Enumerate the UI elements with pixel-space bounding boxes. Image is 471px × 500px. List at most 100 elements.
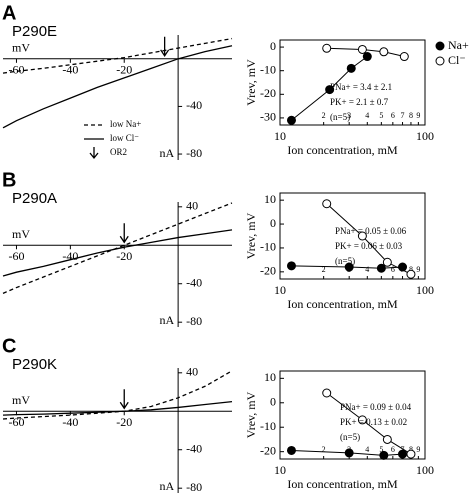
iv-curve	[2, 37, 233, 74]
data-point	[357, 415, 367, 425]
y-axis-label: nA	[159, 313, 174, 327]
y-axis-label: Vrev, mV	[244, 391, 258, 438]
y-tick-label: -20	[260, 443, 276, 457]
panel-title: P290K	[12, 356, 57, 373]
y-tick-label: 40	[186, 199, 198, 213]
x-tick-label: 10	[274, 463, 286, 477]
annotation: PK+ = 2.1 ± 0.7	[330, 97, 389, 107]
x-axis-label: Ion concentration, mM	[287, 143, 398, 157]
legend-label: Cl⁻	[448, 53, 466, 67]
data-point	[382, 257, 392, 267]
x-axis-label: mV	[12, 393, 30, 407]
y-tick-label: -80	[186, 146, 202, 160]
y-tick-label: -10	[260, 419, 276, 433]
data-point	[344, 448, 354, 458]
y-tick-label: 0	[270, 395, 276, 409]
x-axis-label: Ion concentration, mM	[287, 477, 398, 491]
fit-line	[291, 265, 403, 269]
x-tick-label: 3	[347, 111, 351, 120]
y-tick-label: -30	[260, 110, 276, 124]
data-point	[399, 52, 409, 62]
x-tick-label: 100	[416, 463, 434, 477]
x-tick-label: 4	[365, 111, 369, 120]
x-tick-label: 8	[409, 111, 413, 120]
data-point	[322, 43, 332, 53]
y-tick-label: 0	[270, 216, 276, 230]
y-tick-label: 0	[270, 39, 276, 53]
fit-line	[291, 449, 403, 456]
y-tick-label: 40	[186, 365, 198, 379]
y-axis-label: Vrev, mV	[244, 212, 258, 259]
data-point	[357, 231, 367, 241]
x-tick-label: 10	[274, 129, 286, 143]
x-tick-label: 6	[391, 445, 395, 454]
panel-letter: C	[2, 335, 16, 357]
x-tick-label: 9	[416, 265, 420, 274]
reversal-arrow	[119, 389, 129, 410]
x-tick-label: -40	[62, 415, 78, 429]
y-tick-label: 10	[264, 192, 276, 206]
x-tick-label: 100	[416, 283, 434, 297]
y-tick-label: -80	[186, 314, 202, 328]
data-point	[286, 445, 296, 455]
data-point	[376, 263, 386, 273]
data-point	[325, 85, 335, 95]
y-tick-label: -10	[260, 62, 276, 76]
y-tick-label: -40	[186, 275, 202, 289]
data-point	[406, 269, 416, 279]
x-axis-label: mV	[12, 41, 30, 55]
legend-label: low Cl⁻	[110, 133, 139, 143]
data-point	[379, 47, 389, 57]
data-point	[322, 388, 332, 398]
y-tick-label: -40	[186, 441, 202, 455]
legend-marker	[435, 41, 445, 51]
legend-label: low Na+	[110, 119, 141, 129]
y-tick-label: -10	[260, 240, 276, 254]
x-tick-label: -60	[8, 415, 24, 429]
legend-arrow	[89, 147, 99, 160]
annotation: PNa+ = 3.4 ± 2.1	[330, 82, 392, 92]
x-tick-label: 8	[409, 445, 413, 454]
x-tick-label: -60	[8, 63, 24, 77]
x-tick-label: -40	[62, 63, 78, 77]
x-axis-label: mV	[12, 227, 30, 241]
panel-letter: B	[2, 169, 16, 191]
legend-label: OR2	[110, 147, 127, 157]
fit-line	[326, 47, 405, 58]
x-tick-label: 8	[409, 265, 413, 274]
annotation: (n=5)	[340, 432, 360, 442]
x-tick-label: 4	[365, 265, 369, 274]
fit-line	[326, 203, 412, 275]
x-tick-label: -20	[116, 63, 132, 77]
iv-curve	[2, 45, 233, 129]
x-axis-label: Ion concentration, mM	[287, 297, 398, 311]
x-tick-label: -60	[8, 249, 24, 263]
legend-marker	[435, 56, 445, 66]
iv-curve	[2, 401, 233, 416]
data-point	[379, 450, 389, 460]
y-tick-label: -80	[186, 480, 202, 494]
x-tick-label: -40	[62, 249, 78, 263]
y-axis-label: nA	[159, 479, 174, 493]
data-point	[382, 434, 392, 444]
x-tick-label: 9	[416, 445, 420, 454]
data-point	[406, 449, 416, 459]
annotation: PK+ = 0.13 ± 0.02	[340, 417, 407, 427]
legend-label: Na+	[448, 38, 469, 52]
plot-frame	[279, 370, 426, 460]
data-point	[398, 449, 408, 459]
data-point	[286, 261, 296, 271]
x-tick-label: 5	[379, 111, 383, 120]
annotation: (n=5)	[335, 256, 355, 266]
x-tick-label: 5	[379, 445, 383, 454]
x-tick-label: 9	[416, 111, 420, 120]
x-tick-label: -20	[116, 249, 132, 263]
x-tick-label: 6	[391, 265, 395, 274]
annotation: PNa+ = 0.05 ± 0.06	[335, 226, 407, 236]
plot-frame	[279, 192, 426, 280]
x-tick-label: 2	[322, 445, 326, 454]
data-point	[346, 63, 356, 73]
y-axis-label: Vrev, mV	[244, 59, 258, 106]
x-tick-label: 2	[322, 265, 326, 274]
